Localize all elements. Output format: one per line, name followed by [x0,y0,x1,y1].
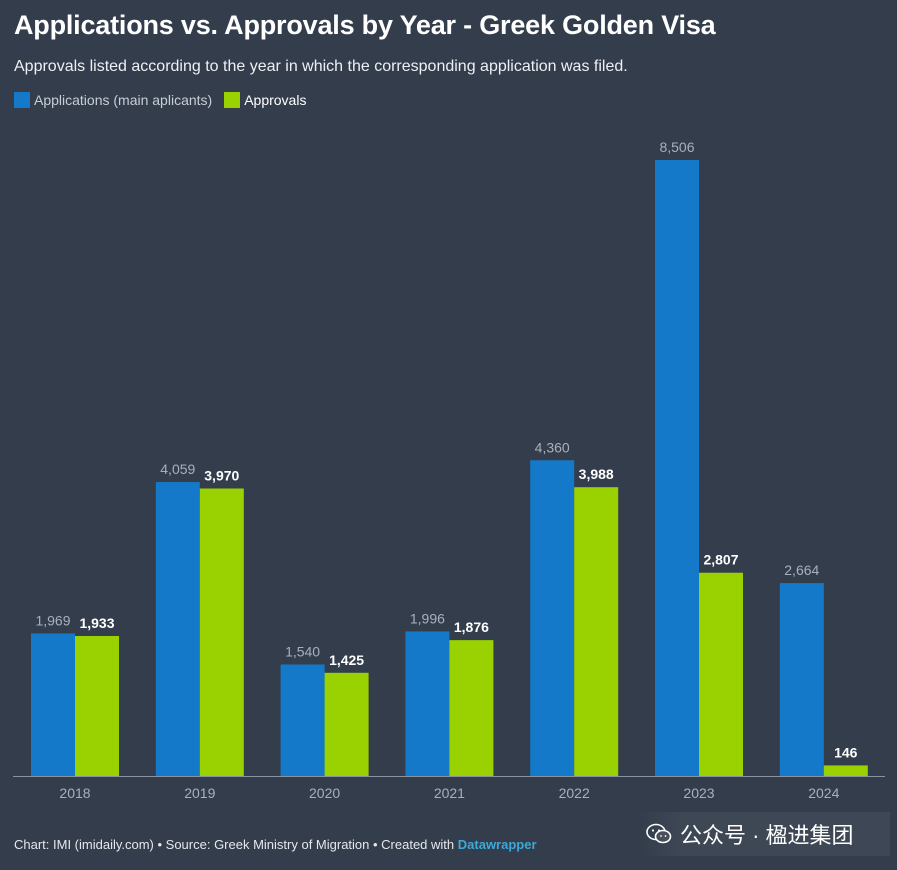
datawrapper-link[interactable]: Datawrapper [457,837,537,852]
legend-swatch-applications [14,92,30,108]
x-tick-label-2023: 2023 [683,785,714,801]
value-label-approvals-2018: 1,933 [79,615,114,631]
value-label-applications-2018: 1,969 [35,612,70,628]
value-label-approvals-2021: 1,876 [454,619,489,635]
legend-label-applications: Applications (main aplicants) [34,92,213,108]
bar-approvals-2018 [75,636,119,776]
value-label-approvals-2023: 2,807 [703,552,738,568]
footer-credit: Chart: IMI (imidaily.com) • Source: Gree… [14,837,458,852]
value-label-applications-2019: 4,059 [160,461,195,477]
value-label-approvals-2024: 146 [834,744,858,760]
legend-item-approvals: Approvals [224,92,306,108]
bar-approvals-2023 [699,572,743,776]
value-label-applications-2024: 2,664 [784,562,819,578]
bar-approvals-2019 [199,488,244,776]
bar-approvals-2022 [574,487,619,776]
bar-applications-2023 [655,160,699,776]
chart-title: Applications vs. Approvals by Year - Gre… [14,10,716,40]
x-tick-label-2024: 2024 [808,785,839,801]
bar-applications-2021 [405,631,450,776]
bar-applications-2024 [779,583,824,776]
bar-approvals-2021 [449,640,494,776]
x-tick-label-2022: 2022 [559,785,590,801]
bar-approvals-2024 [823,765,868,776]
legend-swatch-approvals [224,92,241,108]
bar-applications-2019 [155,482,200,776]
value-label-applications-2022: 4,360 [535,439,570,455]
value-label-applications-2020: 1,540 [285,643,320,659]
bar-approvals-2020 [324,672,369,776]
value-label-applications-2023: 8,506 [659,139,694,155]
x-tick-label-2019: 2019 [184,785,215,801]
value-label-approvals-2022: 3,988 [579,466,614,482]
value-label-approvals-2019: 3,970 [204,467,239,483]
bar-applications-2022 [530,460,575,776]
bar-applications-2020 [280,664,325,776]
x-tick-label-2018: 2018 [59,785,90,801]
wechat-watermark: 公众号 · 楹进集团 [640,812,890,856]
watermark-text: 公众号 · 楹进集团 [680,823,854,848]
x-tick-label-2020: 2020 [309,785,340,801]
bar-applications-2018 [31,633,75,776]
wechat-icon [646,823,672,844]
value-label-approvals-2020: 1,425 [329,652,364,668]
legend: Applications (main aplicants) Approvals [14,92,318,108]
chart-subtitle: Approvals listed according to the year i… [14,58,628,75]
value-label-applications-2021: 1,996 [410,610,445,626]
legend-item-applications: Applications (main aplicants) [14,92,212,108]
legend-label-approvals: Approvals [244,92,307,108]
x-tick-label-2021: 2021 [434,785,465,801]
chart-footer: Chart: IMI (imidaily.com) • Source: Gree… [14,837,537,852]
